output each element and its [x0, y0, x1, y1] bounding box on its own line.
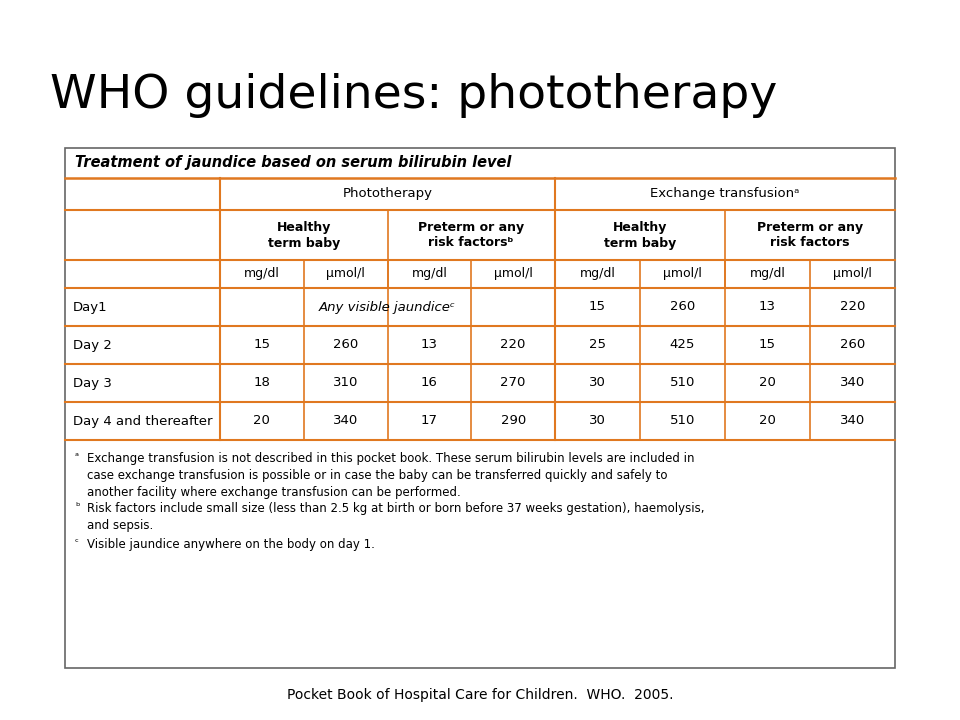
Text: mg/dl: mg/dl	[412, 268, 447, 281]
Text: 290: 290	[500, 415, 526, 428]
Text: 260: 260	[840, 338, 865, 351]
Text: 220: 220	[500, 338, 526, 351]
Text: 510: 510	[670, 377, 695, 390]
Text: 270: 270	[500, 377, 526, 390]
Text: mg/dl: mg/dl	[580, 268, 615, 281]
Text: 310: 310	[333, 377, 358, 390]
Text: Day 4 and thereafter: Day 4 and thereafter	[73, 415, 212, 428]
Text: Healthy
term baby: Healthy term baby	[268, 220, 340, 250]
Text: 18: 18	[253, 377, 271, 390]
Text: Day 2: Day 2	[73, 338, 112, 351]
Text: μmol/l: μmol/l	[833, 268, 872, 281]
Text: 260: 260	[333, 338, 358, 351]
Text: 30: 30	[589, 377, 606, 390]
Text: Exchange transfusionᵃ: Exchange transfusionᵃ	[650, 187, 800, 200]
Text: Day 3: Day 3	[73, 377, 112, 390]
Text: Any visible jaundiceᶜ: Any visible jaundiceᶜ	[319, 300, 456, 313]
Text: 15: 15	[253, 338, 271, 351]
Text: 20: 20	[253, 415, 271, 428]
Text: 13: 13	[420, 338, 438, 351]
Text: mg/dl: mg/dl	[244, 268, 279, 281]
Text: 340: 340	[333, 415, 358, 428]
Text: 20: 20	[759, 415, 776, 428]
Text: ᵃ: ᵃ	[75, 452, 79, 462]
Text: 30: 30	[589, 415, 606, 428]
Bar	[65, 148, 895, 668]
Text: 220: 220	[840, 300, 865, 313]
Text: Preterm or any
risk factors: Preterm or any risk factors	[756, 220, 863, 250]
Text: Pocket Book of Hospital Care for Children.  WHO.  2005.: Pocket Book of Hospital Care for Childre…	[287, 688, 673, 702]
Text: 510: 510	[670, 415, 695, 428]
Text: 340: 340	[840, 415, 865, 428]
Text: Day1: Day1	[73, 300, 108, 313]
Text: 15: 15	[759, 338, 776, 351]
Text: μmol/l: μmol/l	[326, 268, 365, 281]
Text: Visible jaundice anywhere on the body on day 1.: Visible jaundice anywhere on the body on…	[87, 538, 374, 551]
Text: 425: 425	[670, 338, 695, 351]
Text: 340: 340	[840, 377, 865, 390]
Text: Exchange transfusion is not described in this pocket book. These serum bilirubin: Exchange transfusion is not described in…	[87, 452, 694, 499]
Text: μmol/l: μmol/l	[663, 268, 702, 281]
Text: 260: 260	[670, 300, 695, 313]
Text: WHO guidelines: phototherapy: WHO guidelines: phototherapy	[50, 73, 778, 117]
Text: Phototherapy: Phototherapy	[343, 187, 433, 200]
Text: Healthy
term baby: Healthy term baby	[604, 220, 676, 250]
Text: Risk factors include small size (less than 2.5 kg at birth or born before 37 wee: Risk factors include small size (less th…	[87, 502, 705, 532]
Text: 17: 17	[420, 415, 438, 428]
Text: 16: 16	[420, 377, 438, 390]
Text: μmol/l: μmol/l	[493, 268, 533, 281]
Text: Treatment of jaundice based on serum bilirubin level: Treatment of jaundice based on serum bil…	[75, 156, 512, 171]
Text: ᶜ: ᶜ	[75, 538, 79, 548]
Text: ᵇ: ᵇ	[75, 502, 80, 512]
Text: 15: 15	[589, 300, 606, 313]
Text: 25: 25	[589, 338, 606, 351]
Text: 20: 20	[759, 377, 776, 390]
Text: 13: 13	[759, 300, 776, 313]
Text: mg/dl: mg/dl	[750, 268, 785, 281]
Text: Preterm or any
risk factorsᵇ: Preterm or any risk factorsᵇ	[419, 220, 524, 250]
